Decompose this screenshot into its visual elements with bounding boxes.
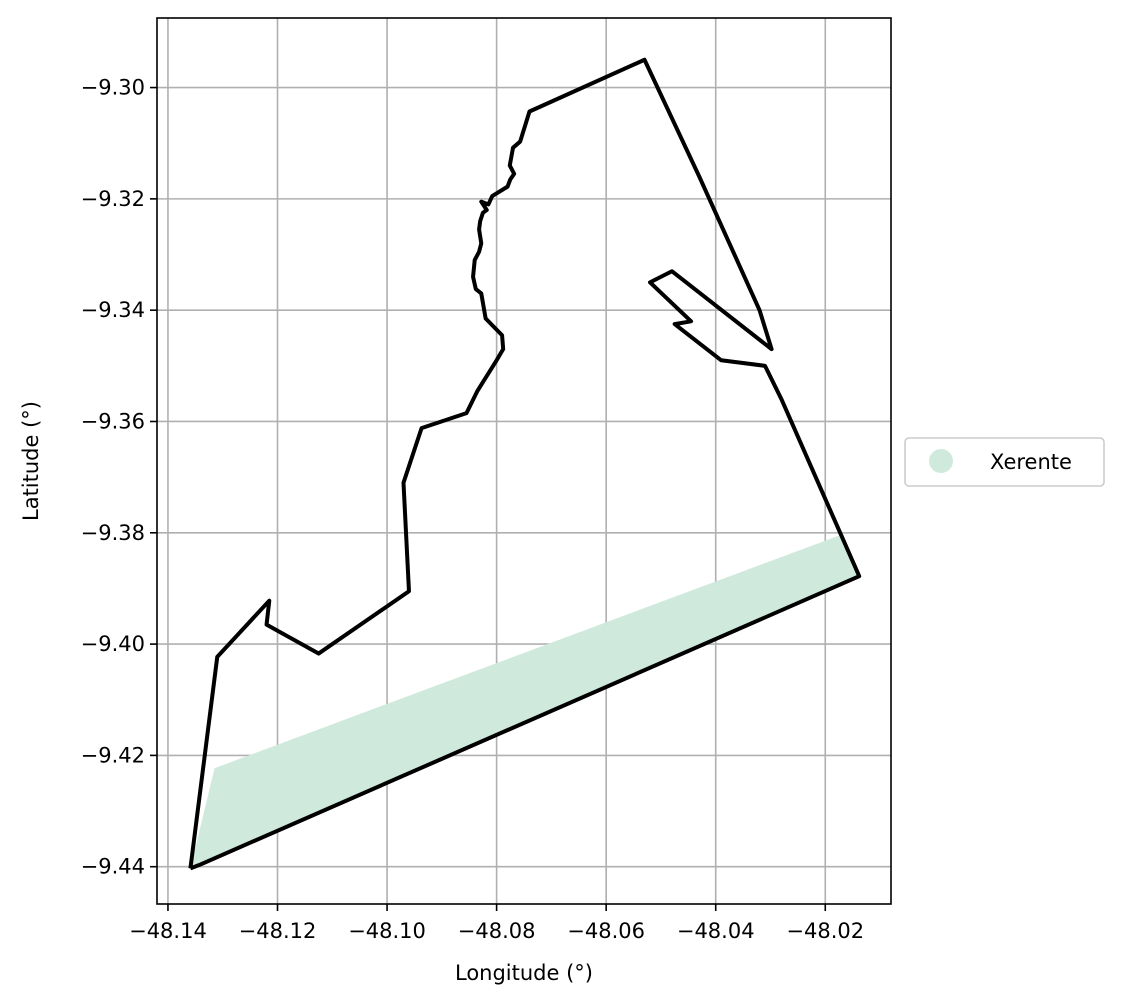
y-tick-label: −9.32	[81, 187, 145, 211]
x-tick-label: −48.02	[786, 919, 864, 943]
x-axis-label: Longitude (°)	[455, 961, 593, 985]
x-tick-label: −48.06	[567, 919, 645, 943]
x-tick-label: −48.10	[348, 919, 426, 943]
map-data	[188, 57, 862, 871]
y-tick-label: −9.44	[81, 855, 145, 879]
y-tick-label: −9.42	[81, 743, 145, 767]
plot-frame	[156, 17, 892, 905]
legend: Xerente	[904, 437, 1105, 487]
y-tick-label: −9.30	[81, 76, 145, 100]
y-tick-label: −9.38	[81, 521, 145, 545]
x-tick-label: −48.14	[129, 919, 207, 943]
legend-marker-xerente	[929, 449, 953, 473]
y-tick-label: −9.40	[81, 632, 145, 656]
legend-label-xerente: Xerente	[990, 450, 1072, 474]
x-tick-label: −48.08	[458, 919, 536, 943]
x-axis-ticks: −48.14 −48.12 −48.10 −48.08 −48.06 −48.04 −48.…	[129, 904, 864, 943]
x-tick-label: −48.12	[239, 919, 317, 943]
grid-lines	[157, 18, 891, 904]
x-tick-label: −48.04	[677, 919, 755, 943]
y-axis-label: Latitude (°)	[19, 401, 43, 521]
legend-box	[904, 437, 1105, 487]
municipality-boundary	[188, 57, 862, 871]
y-tick-label: −9.36	[81, 409, 145, 433]
xerente-fill-region	[190, 535, 860, 869]
y-axis-ticks: −9.30 −9.32 −9.34 −9.36 −9.38 −9.40 −9.42 −9.44	[81, 76, 157, 879]
y-tick-label: −9.34	[81, 298, 145, 322]
